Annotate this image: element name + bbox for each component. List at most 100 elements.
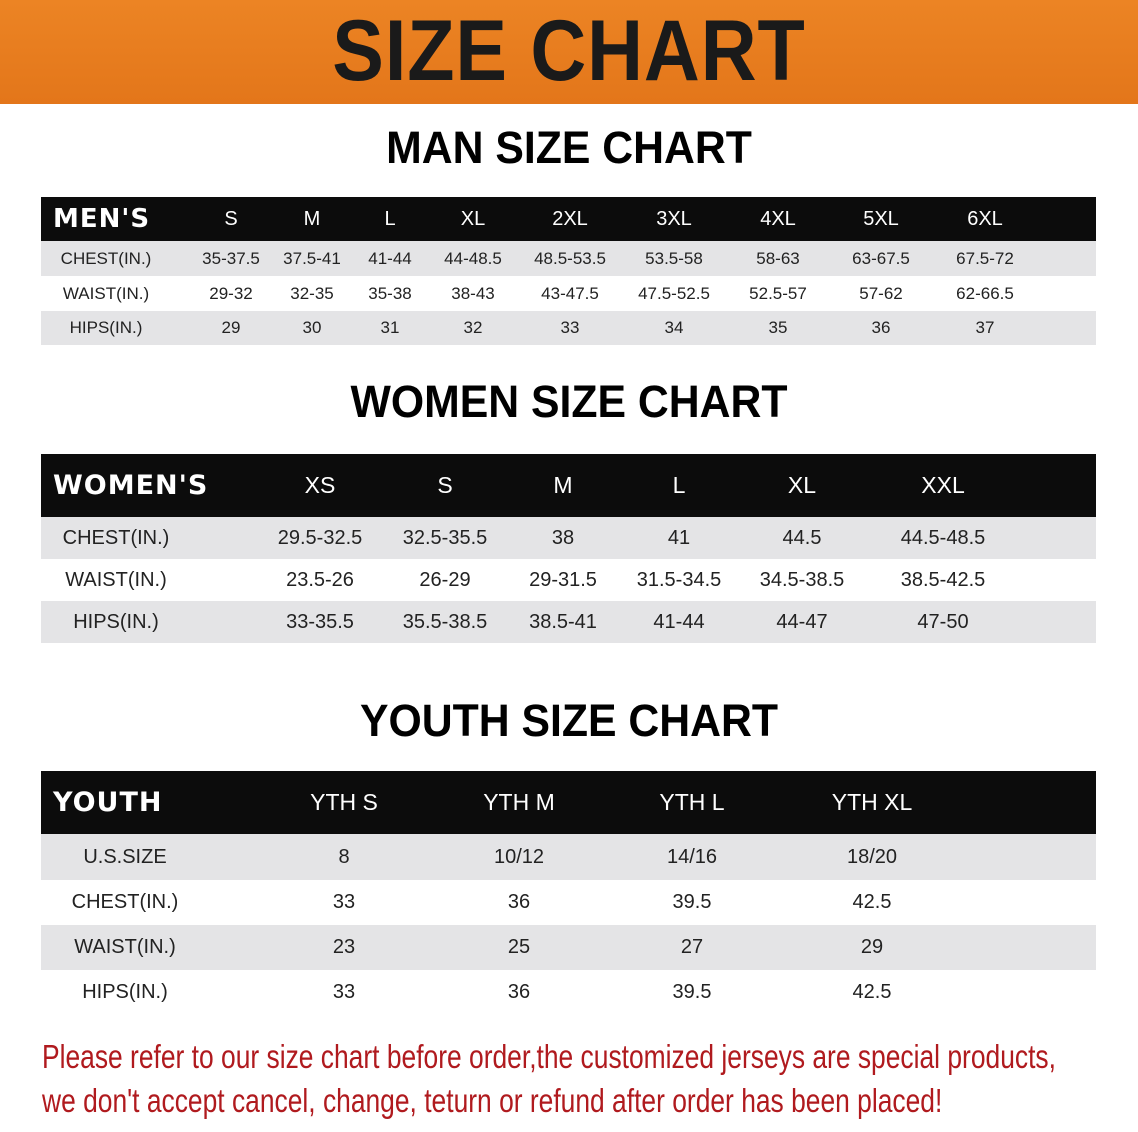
notice-line-1: Please refer to our size chart before or… (42, 1038, 1056, 1075)
measurement-cell: 44-47 (776, 610, 828, 633)
measurement-cell: 14/16 (666, 845, 718, 868)
size-header-cell: M (553, 472, 573, 498)
table-title-cell: MEN'S (53, 204, 151, 234)
size-header-cell: XL (460, 207, 486, 230)
measurement-cell: 62-66.5 (956, 283, 1014, 303)
table-header-row: YOUTH YTH S YTH M YTH L YTH XL (41, 771, 1096, 834)
measurement-cell: 34.5-38.5 (759, 568, 845, 591)
table-row: HIPS(IN.) 29 30 31 32 33 34 35 36 37 (41, 311, 1096, 345)
measurement-cell: 43-47.5 (541, 283, 599, 303)
measurement-cell: 29 (860, 936, 884, 958)
measurement-cell: 35 (768, 318, 788, 337)
size-header-cell: M (303, 207, 321, 230)
measurement-cell: 38.5-41 (529, 610, 597, 633)
table-header-row: WOMEN'S XS S M L XL XXL (41, 454, 1096, 517)
measurement-cell: 47.5-52.5 (638, 283, 710, 303)
size-header-cell: L (672, 472, 686, 498)
measurement-cell: 29-32 (209, 283, 253, 303)
youth-section-title: YOUTH SIZE CHART (359, 695, 778, 746)
size-header-cell: S (224, 207, 238, 230)
measurement-cell: 29 (221, 318, 241, 337)
measurement-cell: 38 (551, 526, 575, 549)
measurement-cell: 31.5-34.5 (636, 568, 722, 591)
size-header-cell: XS (304, 472, 336, 498)
measurement-cell: 8 (338, 845, 350, 868)
size-header-cell: S (437, 472, 453, 498)
measurement-cell: 41-44 (368, 248, 412, 268)
row-label: U.S.SIZE (83, 845, 167, 868)
measurement-cell: 33 (560, 318, 580, 337)
row-label: WAIST(IN.) (74, 936, 176, 958)
table-row: HIPS(IN.) 33 36 39.5 42.5 (41, 970, 1096, 1015)
measurement-cell: 36 (507, 981, 531, 1003)
measurement-cell: 36 (871, 318, 891, 337)
row-label: CHEST(IN.) (60, 248, 152, 268)
measurement-cell: 44-48.5 (444, 248, 502, 268)
table-row: CHEST(IN.) 35-37.5 37.5-41 41-44 44-48.5 48.5… (41, 241, 1096, 276)
measurement-cell: 35.5-38.5 (402, 610, 488, 633)
size-header-cell: YTH L (659, 789, 725, 815)
measurement-cell: 58-63 (756, 248, 800, 268)
measurement-cell: 67.5-72 (956, 248, 1014, 268)
measurement-cell: 39.5 (672, 981, 712, 1003)
table-title-cell: WOMEN'S (53, 470, 209, 501)
measurement-cell: 34 (664, 318, 684, 337)
notice-line-2: we don't accept cancel, change, teturn o… (42, 1082, 943, 1119)
measurement-cell: 38-43 (451, 283, 495, 303)
size-header-cell: 3XL (656, 207, 692, 230)
row-label: WAIST(IN.) (65, 568, 167, 591)
measurement-cell: 32-35 (290, 283, 334, 303)
measurement-cell: 32.5-35.5 (402, 526, 488, 549)
row-label: CHEST(IN.) (71, 891, 179, 913)
measurement-cell: 29.5-32.5 (277, 526, 363, 549)
measurement-cell: 42.5 (852, 981, 892, 1003)
size-header-cell: YTH S (310, 789, 378, 815)
measurement-cell: 57-62 (859, 283, 903, 303)
measurement-cell: 31 (380, 318, 400, 337)
table-row: CHEST(IN.) 33 36 39.5 42.5 (41, 880, 1096, 925)
table-title-cell: YOUTH (53, 787, 163, 818)
size-header-cell: L (384, 207, 396, 230)
size-header-cell: 2XL (552, 207, 588, 230)
measurement-cell: 25 (507, 936, 531, 958)
measurement-cell: 23 (332, 936, 356, 958)
table-row: WAIST(IN.) 23 25 27 29 (41, 925, 1096, 970)
row-label: CHEST(IN.) (62, 526, 170, 549)
measurement-cell: 44.5-48.5 (900, 526, 986, 549)
measurement-cell: 37 (975, 318, 995, 337)
table-row: WAIST(IN.) 29-32 32-35 35-38 38-43 43-47.5 47.… (41, 276, 1096, 311)
measurement-cell: 33-35.5 (286, 610, 354, 633)
measurement-cell: 35-37.5 (202, 248, 260, 268)
measurement-cell: 33 (332, 891, 356, 913)
measurement-cell: 42.5 (852, 891, 892, 913)
measurement-cell: 27 (680, 936, 704, 958)
measurement-cell: 52.5-57 (749, 283, 807, 303)
measurement-cell: 39.5 (672, 891, 712, 913)
row-label: HIPS(IN.) (73, 610, 159, 633)
table-row: WAIST(IN.) 23.5-26 26-29 29-31.5 31.5-34.5 34… (41, 559, 1096, 601)
measurement-cell: 53.5-58 (645, 248, 703, 268)
youth-size-table: YOUTH YTH S YTH M YTH L YTH XL U.S.SIZE 8 10/12… (41, 771, 1096, 1015)
measurement-cell: 63-67.5 (852, 248, 910, 268)
measurement-cell: 37.5-41 (283, 248, 341, 268)
table-header-row: MEN'S S M L XL 2XL 3XL 4XL 5XL 6XL (41, 197, 1096, 241)
women-section-title: WOMEN SIZE CHART (350, 376, 788, 427)
women-size-table: WOMEN'S XS S M L XL XXL CHEST(IN.) 29.5-32.5 32.5… (41, 454, 1096, 643)
measurement-cell: 47-50 (917, 610, 969, 633)
size-header-cell: XXL (921, 472, 965, 498)
table-row: HIPS(IN.) 33-35.5 35.5-38.5 38.5-41 41-44 44-… (41, 601, 1096, 643)
measurement-cell: 38.5-42.5 (900, 568, 986, 591)
measurement-cell: 26-29 (419, 568, 471, 591)
measurement-cell: 41-44 (653, 610, 705, 633)
measurement-cell: 35-38 (368, 283, 412, 303)
size-header-cell: XL (787, 472, 817, 498)
measurement-cell: 23.5-26 (286, 568, 354, 591)
measurement-cell: 48.5-53.5 (534, 248, 606, 268)
size-header-cell: 5XL (863, 207, 899, 230)
table-row: U.S.SIZE 8 10/12 14/16 18/20 (41, 834, 1096, 880)
size-header-cell: 4XL (760, 207, 796, 230)
measurement-cell: 33 (332, 981, 356, 1003)
measurement-cell: 29-31.5 (529, 568, 597, 591)
size-header-cell: 6XL (967, 207, 1003, 230)
measurement-cell: 30 (302, 318, 322, 337)
